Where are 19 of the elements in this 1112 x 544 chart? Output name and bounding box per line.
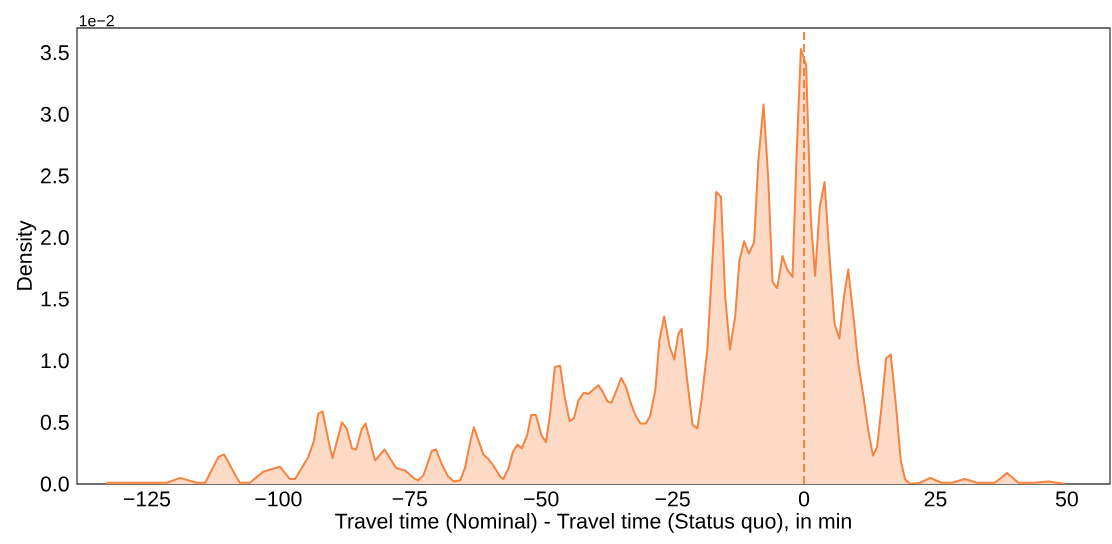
y-tick-label: 3.0 [40,106,69,122]
x-axis-title: Travel time (Nominal) - Travel time (Status quo), in min [335,512,851,533]
y-axis-title: Density [16,220,37,290]
text: 1e−2 [79,15,114,27]
x-tick-label: 50 [1055,491,1078,507]
x-tick-label: −50 [524,491,559,507]
x-tick-label: 0 [798,491,810,507]
x-tick-label: −25 [655,491,690,507]
x-tick-label: −100 [255,491,302,507]
x-tick-label: −75 [392,491,427,507]
y-tick-label: 2.5 [41,168,69,184]
y-tick-label: 2.0 [41,229,69,246]
y-tick-label: 1.5 [41,291,69,307]
y-tick-label: 0.5 [40,414,69,430]
y-tick-label: 0.0 [40,476,69,492]
y-tick-label: 1.0 [41,353,69,369]
y-tick-label: 3.5 [40,45,69,61]
x-tick-label: −125 [123,491,171,507]
x-tick-label: 25 [924,491,947,507]
